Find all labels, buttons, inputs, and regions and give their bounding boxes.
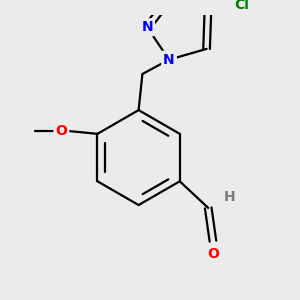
Text: O: O — [207, 248, 219, 261]
Text: N: N — [163, 53, 175, 67]
Text: Cl: Cl — [235, 0, 250, 12]
Text: H: H — [223, 190, 235, 203]
Text: N: N — [141, 20, 153, 34]
Text: O: O — [56, 124, 67, 138]
